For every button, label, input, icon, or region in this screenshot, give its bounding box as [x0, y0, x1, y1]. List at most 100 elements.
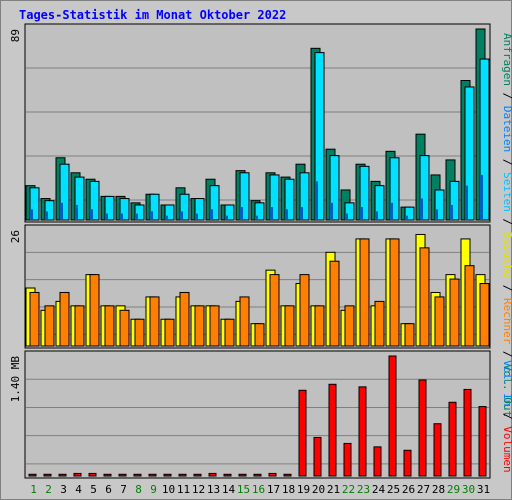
bar-volumen [448, 401, 457, 477]
bar-rechner [59, 291, 70, 347]
x-tick-label: 20 [312, 483, 325, 496]
bar-seiten [105, 213, 108, 220]
bar-rechner [239, 296, 250, 347]
x-tick-label: 23 [357, 483, 370, 496]
bar-volumen [163, 473, 172, 477]
x-tick-label: 17 [267, 483, 280, 496]
bar-seiten [45, 211, 48, 220]
legend-entry: Besuche [501, 232, 512, 278]
bar-volumen [58, 473, 67, 477]
x-tick-label: 15 [237, 483, 250, 496]
bar-rechner [374, 300, 385, 347]
bar-dateien [284, 178, 295, 221]
legend-entry: / [501, 278, 512, 298]
x-tick-label: 2 [45, 483, 52, 496]
legend-entry: Anfragen [501, 33, 512, 86]
bar-seiten [300, 207, 303, 220]
bar-seiten [285, 209, 288, 220]
x-tick-label: 8 [135, 483, 142, 496]
legend-entry: / [501, 86, 512, 106]
x-tick-label: 12 [192, 483, 205, 496]
bar-volumen [193, 473, 202, 477]
legend-entry: Vol. Out [501, 364, 512, 417]
bar-dateien [194, 198, 205, 221]
bar-volumen [358, 386, 367, 477]
y-max-label-visits: 26 [9, 230, 22, 243]
bar-seiten [390, 202, 393, 220]
x-tick-label: 9 [150, 483, 157, 496]
bar-rechner [74, 305, 85, 347]
x-tick-label: 10 [162, 483, 175, 496]
bar-rechner [449, 278, 460, 347]
bar-seiten [120, 213, 123, 220]
bar-dateien [359, 165, 370, 221]
bar-rechner [224, 318, 235, 347]
bar-dateien [44, 200, 55, 221]
bar-rechner [119, 309, 130, 347]
bar-seiten [210, 209, 213, 220]
bar-rechner [164, 318, 175, 347]
bar-rechner [254, 323, 265, 347]
legend-entry: Vol. In [501, 360, 512, 406]
bar-volumen [238, 473, 247, 477]
bar-rechner [134, 318, 145, 347]
bar-volumen [118, 473, 127, 477]
legend-entry: Volumen [501, 426, 512, 472]
bar-dateien [134, 204, 145, 221]
x-tick-label: 5 [90, 483, 97, 496]
bar-seiten [270, 207, 273, 220]
legend-top: Anfragen / Dateien / Seiten / Besuche / … [501, 33, 512, 417]
bar-volumen [148, 473, 157, 477]
bar-rechner [284, 305, 295, 347]
bar-rechner [419, 247, 430, 347]
x-tick-label: 29 [447, 483, 460, 496]
bar-volumen [373, 446, 382, 477]
bar-rechner [434, 296, 445, 347]
x-tick-label: 31 [477, 483, 490, 496]
legend-entry: / [501, 406, 512, 426]
x-tick-label: 22 [342, 483, 355, 496]
bar-dateien [239, 172, 250, 221]
bar-dateien [119, 198, 130, 221]
legend-entry: / [501, 152, 512, 172]
panel-hits [24, 23, 491, 223]
bar-seiten [240, 207, 243, 220]
bar-volumen [463, 388, 472, 477]
bar-volumen [268, 472, 277, 477]
bar-seiten [480, 174, 483, 220]
bar-seiten [255, 215, 258, 220]
bar-volumen [28, 473, 37, 477]
x-tick-label: 26 [402, 483, 415, 496]
bar-seiten [375, 211, 378, 220]
bar-rechner [479, 283, 490, 347]
bar-dateien [479, 58, 490, 221]
bar-seiten [195, 213, 198, 220]
legend-bottom: Vol. In / Volumen [501, 360, 512, 473]
bar-seiten [315, 181, 318, 220]
bar-rechner [464, 265, 475, 347]
bar-dateien [464, 86, 475, 221]
legend-entry: Dateien [501, 106, 512, 152]
bar-dateien [29, 187, 40, 221]
bar-rechner [29, 291, 40, 347]
panel-volume [24, 350, 491, 479]
bar-dateien [164, 204, 175, 221]
bar-seiten [60, 202, 63, 220]
bar-dateien [329, 155, 340, 221]
bar-seiten [135, 213, 138, 220]
bar-volumen [343, 442, 352, 477]
x-tick-label: 11 [177, 483, 190, 496]
bar-dateien [449, 180, 460, 221]
bar-seiten [405, 215, 408, 220]
bar-dateien [209, 185, 220, 221]
bar-rechner [44, 305, 55, 347]
bar-dateien [299, 172, 310, 221]
bar-rechner [404, 323, 415, 347]
x-tick-label: 7 [120, 483, 127, 496]
bar-rechner [359, 238, 370, 347]
chart-title: Tages-Statistik im Monat Oktober 2022 [19, 8, 287, 22]
bar-volumen [328, 383, 337, 477]
x-tick-label: 28 [432, 483, 445, 496]
x-tick-label: 1 [30, 483, 37, 496]
